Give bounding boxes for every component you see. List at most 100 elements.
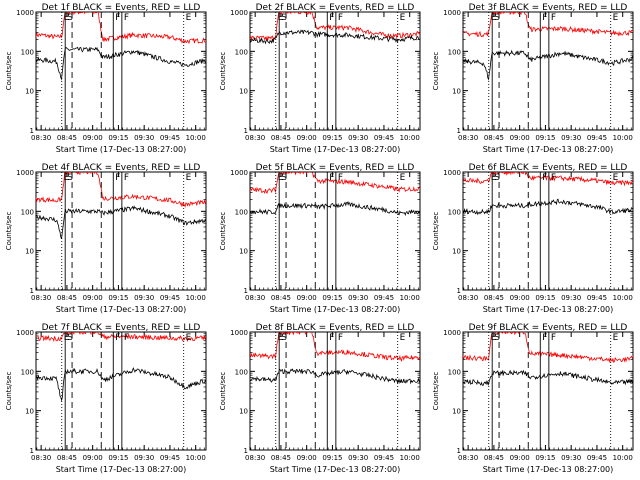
x-tick-label: 09:45	[587, 454, 607, 462]
x-tick-label: 09:45	[587, 134, 607, 142]
lld-series-line	[463, 172, 633, 187]
y-tick-label: 1000	[230, 169, 248, 177]
event-marker-label: F	[329, 13, 334, 23]
x-tick-label: 08:45	[484, 454, 504, 462]
y-axis-label: Counts/sec	[219, 52, 227, 91]
events-series-line	[463, 369, 633, 386]
detector-panel: Det 9f BLACK = Events, RED = LLD Counts/s…	[432, 323, 634, 474]
y-tick-label: 1	[244, 287, 248, 295]
y-tick-label: 100	[448, 368, 461, 376]
y-tick-label: 1	[457, 287, 461, 295]
y-tick-label: 100	[235, 208, 248, 216]
x-tick-label: 08:30	[31, 134, 51, 142]
event-marker-label: F	[338, 173, 343, 183]
plot-frame	[35, 331, 207, 451]
x-tick-label: 09:15	[108, 294, 128, 302]
y-axis-label: Counts/sec	[432, 212, 440, 251]
plot-frame	[462, 11, 634, 131]
x-axis-label: Start Time (17-Dec-13 08:27:00)	[483, 465, 614, 474]
events-series-line	[463, 198, 633, 216]
y-axis-label: Counts/sec	[5, 52, 13, 91]
x-tick-label: 10:00	[400, 454, 420, 462]
y-tick-label: 1	[244, 447, 248, 455]
y-tick-label: 1	[457, 447, 461, 455]
x-tick-label: 10:00	[186, 134, 206, 142]
event-marker-label: F	[124, 13, 129, 23]
event-marker-label: E	[400, 173, 406, 183]
y-tick-label: 10	[239, 88, 248, 96]
y-tick-label: 1000	[16, 9, 34, 17]
y-tick-label: 10	[452, 248, 461, 256]
event-marker-label: S	[494, 13, 500, 23]
panel-title: Det 3f BLACK = Events, RED = LLD	[469, 3, 628, 13]
x-tick-label: 09:45	[160, 294, 180, 302]
event-marker-label: F	[542, 333, 547, 343]
y-tick-label: 100	[448, 48, 461, 56]
x-axis-label: Start Time (17-Dec-13 08:27:00)	[270, 305, 401, 314]
detector-panel: Det 2f BLACK = Events, RED = LLD Counts/s…	[219, 3, 421, 154]
x-tick-label: 10:00	[186, 294, 206, 302]
x-tick-label: 10:00	[613, 134, 633, 142]
lld-series-line	[250, 12, 420, 41]
y-tick-label: 1	[244, 127, 248, 135]
event-marker-label: E	[278, 333, 284, 343]
event-marker-label: F	[542, 13, 547, 23]
x-tick-label: 08:45	[271, 454, 291, 462]
x-tick-label: 08:30	[458, 294, 478, 302]
y-tick-label: 10	[452, 408, 461, 416]
y-tick-label: 1	[30, 287, 34, 295]
x-tick-label: 09:00	[297, 134, 317, 142]
x-tick-label: 09:15	[322, 294, 342, 302]
detector-panel: Det 7f BLACK = Events, RED = LLD Counts/s…	[5, 323, 207, 474]
x-tick-label: 09:30	[134, 134, 154, 142]
y-tick-label: 1	[30, 127, 34, 135]
event-marker-label: E	[278, 173, 284, 183]
event-marker-label: E	[491, 333, 497, 343]
x-axis-label: Start Time (17-Dec-13 08:27:00)	[270, 465, 401, 474]
x-tick-label: 08:30	[245, 294, 265, 302]
x-tick-label: 09:15	[535, 454, 555, 462]
x-tick-label: 09:00	[83, 454, 103, 462]
y-tick-label: 10	[25, 88, 34, 96]
y-tick-label: 100	[235, 368, 248, 376]
event-marker-label: E	[400, 333, 406, 343]
y-tick-label: 1	[30, 447, 34, 455]
x-tick-label: 09:45	[374, 134, 394, 142]
y-tick-label: 100	[21, 48, 34, 56]
event-marker-label: F	[551, 333, 556, 343]
x-axis-label: Start Time (17-Dec-13 08:27:00)	[483, 305, 614, 314]
event-marker-label: F	[338, 333, 343, 343]
x-tick-label: 10:00	[186, 454, 206, 462]
event-marker-label: S	[67, 13, 73, 23]
x-tick-label: 09:45	[587, 294, 607, 302]
panel-title: Det 6f BLACK = Events, RED = LLD	[469, 163, 628, 173]
event-marker-label: E	[491, 13, 497, 23]
detector-panel: Det 8f BLACK = Events, RED = LLD Counts/s…	[219, 323, 421, 474]
lld-series-line	[463, 332, 633, 363]
x-tick-label: 08:45	[57, 134, 77, 142]
x-tick-label: 08:30	[31, 294, 51, 302]
events-series-line	[463, 49, 633, 81]
events-series-line	[36, 367, 206, 402]
event-marker-label: F	[115, 333, 120, 343]
x-tick-label: 09:15	[322, 134, 342, 142]
event-marker-label: E	[64, 13, 70, 23]
panel-title: Det 1f BLACK = Events, RED = LLD	[42, 3, 201, 13]
x-tick-label: 08:45	[57, 454, 77, 462]
x-tick-label: 10:00	[613, 454, 633, 462]
event-marker-label: F	[115, 13, 120, 23]
x-tick-label: 09:00	[510, 294, 530, 302]
y-tick-label: 1000	[230, 329, 248, 337]
x-tick-label: 09:00	[83, 134, 103, 142]
plot-frame	[249, 171, 421, 291]
y-tick-label: 10	[239, 248, 248, 256]
y-tick-label: 1000	[443, 329, 461, 337]
panel-title: Det 2f BLACK = Events, RED = LLD	[256, 3, 415, 13]
y-tick-label: 100	[448, 208, 461, 216]
x-tick-label: 09:15	[535, 294, 555, 302]
x-tick-label: 10:00	[400, 294, 420, 302]
x-tick-label: 09:30	[348, 134, 368, 142]
y-tick-label: 10	[25, 248, 34, 256]
detector-panel: Det 3f BLACK = Events, RED = LLD Counts/s…	[432, 3, 634, 154]
